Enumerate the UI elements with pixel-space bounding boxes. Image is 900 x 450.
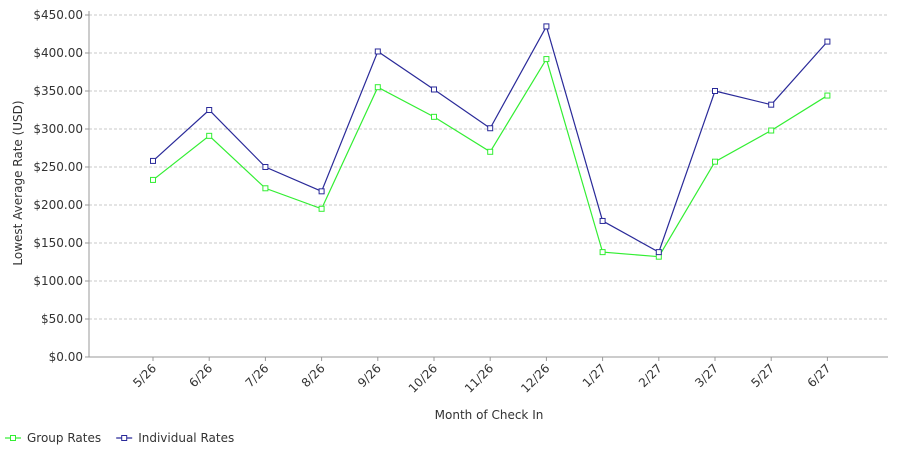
y-tick-label: $0.00 (49, 350, 83, 364)
y-tick-label: $450.00 (33, 8, 83, 22)
y-tick-label: $300.00 (33, 122, 83, 136)
y-tick-label: $200.00 (33, 198, 83, 212)
x-tick-label: 7/26 (243, 361, 272, 390)
data-point (262, 185, 269, 192)
x-tick-label: 11/26 (462, 361, 496, 395)
x-tick-label: 5/27 (748, 361, 777, 390)
data-point (824, 92, 831, 99)
data-point (318, 188, 325, 195)
y-axis: $0.00 $50.00 $100.00 $150.00 $200.00 $250.00 $… (33, 8, 90, 364)
legend: Group Rates Individual Rates (5, 431, 234, 445)
y-tick-label: $50.00 (41, 312, 83, 326)
x-tick-label: 8/26 (299, 361, 328, 390)
y-tick-label: $250.00 (33, 160, 83, 174)
data-point (487, 148, 494, 155)
series-line (152, 24, 828, 253)
x-axis: 5/26 6/26 7/26 8/26 9/26 10/26 11/26 12/26 1/27 2… (89, 356, 888, 396)
legend-item: Group Rates (5, 431, 101, 445)
data-point (768, 101, 775, 108)
data-point (431, 86, 437, 93)
data-point (431, 113, 437, 120)
data-point (150, 176, 156, 183)
y-axis-label: Lowest Average Rate (USD) (11, 100, 25, 265)
legend-item: Individual Rates (116, 431, 234, 445)
x-tick-label: 12/26 (518, 361, 552, 395)
legend-label: Individual Rates (138, 431, 234, 445)
series-line (152, 57, 828, 258)
x-tick-label: 1/27 (580, 361, 609, 390)
y-tick-label: $150.00 (33, 236, 83, 250)
series-group (150, 23, 831, 260)
data-point (712, 88, 718, 94)
x-tick-label: 6/26 (186, 361, 215, 390)
x-axis-label: Month of Check In (435, 408, 544, 422)
data-point (374, 48, 381, 55)
data-point (150, 157, 156, 164)
data-point (655, 249, 662, 256)
data-point (206, 132, 213, 139)
data-point (599, 217, 606, 224)
data-point (768, 127, 775, 134)
data-point (206, 107, 213, 113)
grid-lines (89, 14, 888, 320)
x-tick-label: 2/27 (636, 361, 665, 390)
legend-label: Group Rates (27, 431, 101, 445)
x-tick-label: 10/26 (406, 361, 440, 395)
x-tick-label: 5/26 (130, 361, 159, 390)
data-point (318, 205, 325, 212)
data-point (262, 164, 269, 170)
data-point (712, 158, 718, 165)
x-tick-label: 9/26 (355, 361, 384, 390)
y-tick-label: $400.00 (33, 46, 83, 60)
x-tick-label: 3/27 (692, 361, 721, 390)
data-point (487, 125, 494, 132)
y-tick-label: $350.00 (33, 84, 83, 98)
data-point (543, 23, 550, 30)
x-tick-label: 6/27 (805, 361, 834, 390)
data-point (824, 38, 831, 45)
data-point (543, 56, 550, 63)
y-tick-label: $100.00 (33, 274, 83, 288)
data-point (374, 84, 381, 91)
legend-marker (10, 435, 16, 441)
legend-marker (121, 435, 128, 441)
data-point (599, 249, 606, 256)
